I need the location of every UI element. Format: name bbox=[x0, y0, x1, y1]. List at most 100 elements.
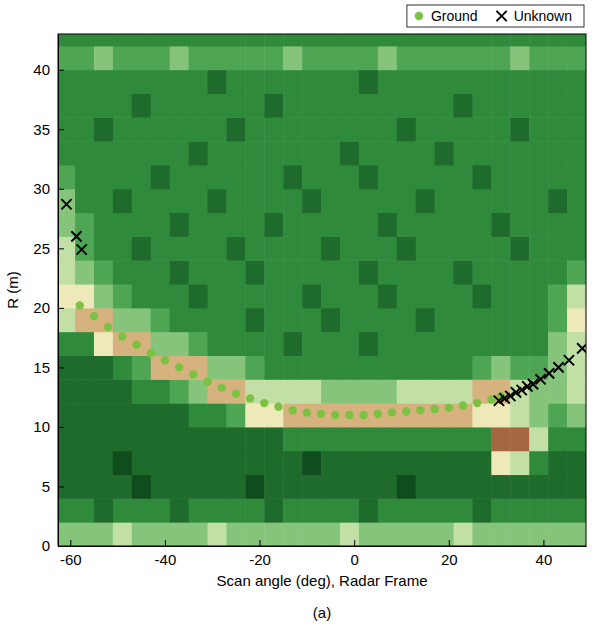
heat-cell bbox=[567, 70, 586, 94]
heat-cell bbox=[397, 117, 416, 141]
heat-cell bbox=[491, 308, 510, 332]
heat-cell bbox=[359, 165, 378, 189]
heat-cell bbox=[132, 284, 151, 308]
heat-cell bbox=[397, 260, 416, 284]
heat-cell bbox=[397, 213, 416, 237]
point bbox=[246, 394, 254, 402]
tick-label: 30 bbox=[33, 180, 50, 197]
heat-cell bbox=[416, 213, 435, 237]
heat-cell bbox=[302, 260, 321, 284]
heat-cell bbox=[548, 403, 567, 427]
heat-cell bbox=[283, 46, 302, 70]
heat-cell bbox=[94, 213, 113, 237]
heat-cell bbox=[58, 165, 76, 189]
point bbox=[388, 408, 396, 416]
heat-cell bbox=[321, 117, 340, 141]
heat-cell bbox=[340, 451, 359, 475]
plot-frame bbox=[58, 34, 586, 546]
heat-cell bbox=[340, 94, 359, 118]
heat-cell bbox=[416, 355, 435, 379]
tick-label: 20 bbox=[441, 551, 458, 568]
heat-cell bbox=[567, 46, 586, 70]
heat-cell bbox=[170, 475, 189, 499]
heat-cell bbox=[75, 236, 94, 260]
heat-cell bbox=[302, 141, 321, 165]
heat-cell bbox=[454, 141, 473, 165]
heat-cell bbox=[208, 308, 227, 332]
heat-cell bbox=[264, 451, 283, 475]
tick-mark bbox=[70, 540, 71, 546]
heat-cell bbox=[359, 117, 378, 141]
heat-cell bbox=[302, 355, 321, 379]
heat-cell bbox=[151, 451, 170, 475]
heat-cell bbox=[567, 403, 586, 427]
heat-cell bbox=[302, 165, 321, 189]
y-axis-title: R (m) bbox=[4, 271, 21, 309]
heat-cell bbox=[283, 308, 302, 332]
heat-cell bbox=[359, 46, 378, 70]
heat-cell bbox=[75, 475, 94, 499]
heat-cell bbox=[340, 260, 359, 284]
heat-cell bbox=[94, 355, 113, 379]
heat-cell bbox=[548, 34, 567, 46]
heat-cell bbox=[321, 498, 340, 522]
tick-mark bbox=[543, 540, 544, 546]
point bbox=[303, 408, 311, 416]
x-marker bbox=[535, 374, 545, 384]
heat-cell bbox=[567, 332, 586, 356]
heat-cell bbox=[58, 379, 76, 403]
heat-cell bbox=[132, 308, 151, 332]
heat-cell bbox=[208, 451, 227, 475]
heat-cell bbox=[397, 189, 416, 213]
heat-cell bbox=[226, 451, 245, 475]
heat-cell bbox=[397, 94, 416, 118]
heat-cell bbox=[94, 403, 113, 427]
heat-cell bbox=[113, 46, 132, 70]
heat-cell bbox=[264, 475, 283, 499]
heat-cell bbox=[189, 355, 208, 379]
heat-cell bbox=[283, 70, 302, 94]
heat-cell bbox=[397, 70, 416, 94]
tick-mark bbox=[58, 189, 64, 190]
heat-cell bbox=[94, 70, 113, 94]
heat-cell bbox=[132, 236, 151, 260]
tick-mark bbox=[449, 540, 450, 546]
heat-cell bbox=[302, 475, 321, 499]
heat-cell bbox=[170, 34, 189, 46]
heat-cell bbox=[548, 46, 567, 70]
heat-cell bbox=[75, 46, 94, 70]
heat-cell bbox=[132, 189, 151, 213]
heat-cell bbox=[151, 308, 170, 332]
heat-cell bbox=[529, 213, 548, 237]
point bbox=[203, 377, 211, 385]
heat-cell bbox=[302, 451, 321, 475]
heat-cell bbox=[548, 522, 567, 546]
heat-cell bbox=[226, 94, 245, 118]
heat-cell bbox=[75, 403, 94, 427]
heat-cell bbox=[113, 379, 132, 403]
tick: -20 bbox=[249, 540, 271, 568]
heat-cell bbox=[170, 94, 189, 118]
heat-cell bbox=[529, 284, 548, 308]
heat-cell bbox=[435, 34, 454, 46]
heat-cell bbox=[94, 498, 113, 522]
heat-cell bbox=[359, 379, 378, 403]
heat-cell bbox=[378, 236, 397, 260]
heat-cell bbox=[491, 403, 510, 427]
heat-cell bbox=[189, 308, 208, 332]
heat-cell bbox=[321, 94, 340, 118]
heat-cell bbox=[94, 189, 113, 213]
heat-cell bbox=[548, 189, 567, 213]
heat-cell bbox=[548, 332, 567, 356]
heat-cell bbox=[283, 260, 302, 284]
heat-cell bbox=[302, 213, 321, 237]
x-marker bbox=[564, 355, 574, 365]
heat-cell bbox=[151, 94, 170, 118]
heat-cell bbox=[226, 522, 245, 546]
heat-cell bbox=[529, 165, 548, 189]
heat-cell bbox=[264, 308, 283, 332]
heat-cell bbox=[378, 332, 397, 356]
heat-cell bbox=[58, 403, 76, 427]
heat-cell bbox=[245, 332, 264, 356]
heat-cell bbox=[416, 451, 435, 475]
